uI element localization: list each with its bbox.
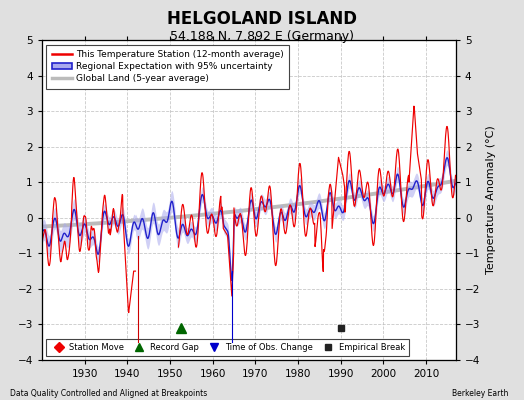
Legend: Station Move, Record Gap, Time of Obs. Change, Empirical Break: Station Move, Record Gap, Time of Obs. C… xyxy=(46,338,409,356)
Text: Berkeley Earth: Berkeley Earth xyxy=(452,389,508,398)
Text: 54.188 N, 7.892 E (Germany): 54.188 N, 7.892 E (Germany) xyxy=(170,30,354,43)
Text: HELGOLAND ISLAND: HELGOLAND ISLAND xyxy=(167,10,357,28)
Text: Data Quality Controlled and Aligned at Breakpoints: Data Quality Controlled and Aligned at B… xyxy=(10,389,208,398)
Y-axis label: Temperature Anomaly (°C): Temperature Anomaly (°C) xyxy=(486,126,496,274)
